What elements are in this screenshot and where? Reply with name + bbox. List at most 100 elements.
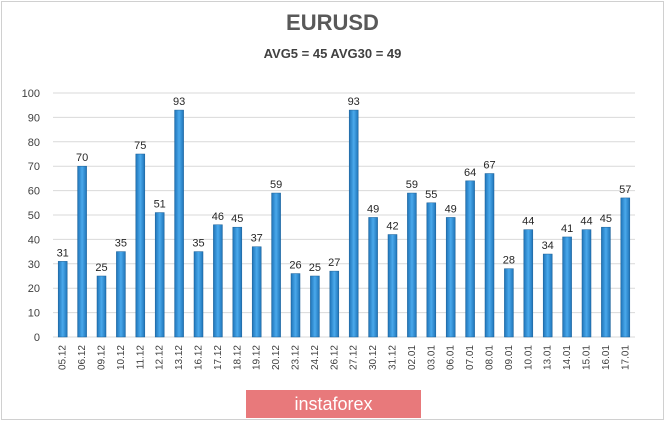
y-tick-label: 60 xyxy=(28,186,40,198)
bar xyxy=(135,153,146,338)
y-tick-label: 70 xyxy=(28,161,40,173)
bar xyxy=(484,173,495,338)
y-tick-label: 80 xyxy=(28,137,40,149)
data-label: 34 xyxy=(542,240,554,252)
x-tick-label: 10.01 xyxy=(523,345,534,370)
bar xyxy=(407,192,417,338)
x-tick-label: 20.12 xyxy=(271,345,282,370)
data-label: 45 xyxy=(600,213,612,225)
data-label: 25 xyxy=(95,262,107,274)
data-label: 67 xyxy=(483,160,495,172)
x-tick-label: 30.12 xyxy=(368,345,379,370)
x-tick-label: 07.01 xyxy=(465,345,476,370)
x-tick-label: 23.12 xyxy=(291,345,302,370)
data-labels: 31 70 25 35 75 51 93 35 46 45 37 59 26 25 27 93 49 42 59 55… xyxy=(57,96,632,274)
x-tick-label: 13.12 xyxy=(174,345,185,370)
bar xyxy=(426,202,437,338)
instaforex-watermark: instaforex xyxy=(246,390,421,418)
data-label: 75 xyxy=(134,140,146,152)
x-tick-label: 15.01 xyxy=(582,345,593,370)
x-tick-label: 09.12 xyxy=(97,345,108,370)
x-tick-label: 17.12 xyxy=(213,345,224,370)
data-label: 27 xyxy=(328,257,340,269)
y-axis-ticks: 0 10 20 30 40 50 60 70 80 90 100 xyxy=(22,88,40,344)
x-tick-label: 05.12 xyxy=(58,345,69,370)
data-label: 26 xyxy=(289,260,301,272)
bars xyxy=(57,109,631,338)
bar xyxy=(310,275,320,338)
x-tick-label: 16.12 xyxy=(194,345,205,370)
x-tick-label: 06.01 xyxy=(446,345,457,370)
data-label: 51 xyxy=(154,199,166,211)
y-tick-label: 100 xyxy=(22,88,40,100)
data-label: 35 xyxy=(192,238,204,250)
bar xyxy=(581,229,592,338)
bar xyxy=(368,217,378,338)
data-label: 41 xyxy=(561,223,573,235)
x-tick-label: 08.01 xyxy=(485,345,496,370)
x-tick-label: 13.01 xyxy=(543,345,554,370)
bar xyxy=(504,268,514,338)
bar xyxy=(329,270,340,338)
data-label: 31 xyxy=(57,247,69,259)
x-tick-label: 16.01 xyxy=(601,345,612,370)
bar xyxy=(387,234,398,338)
bar xyxy=(154,212,165,338)
x-tick-label: 14.01 xyxy=(562,345,573,370)
x-tick-label: 11.12 xyxy=(135,345,146,370)
bar xyxy=(562,236,572,338)
bar xyxy=(601,226,611,338)
bar xyxy=(348,109,359,338)
x-tick-label: 26.12 xyxy=(329,345,340,370)
x-tick-label: 19.12 xyxy=(252,345,263,370)
x-axis-ticks: 05.12 06.12 09.12 10.12 11.12 12.12 13.12 16.12… xyxy=(58,345,632,370)
y-tick-label: 90 xyxy=(28,112,40,124)
y-tick-label: 30 xyxy=(28,259,40,271)
chart-subtitle: AVG5 = 45 AVG30 = 49 xyxy=(263,46,402,61)
bar xyxy=(57,261,68,338)
x-tick-label: 31.12 xyxy=(388,345,399,370)
data-label: 93 xyxy=(173,96,185,108)
x-tick-label: 10.12 xyxy=(116,345,127,370)
bar xyxy=(620,197,631,338)
x-tick-label: 17.01 xyxy=(620,345,631,370)
bar xyxy=(174,109,184,338)
data-label: 57 xyxy=(619,184,631,196)
data-label: 55 xyxy=(425,189,437,201)
gridlines xyxy=(53,92,635,338)
y-tick-label: 10 xyxy=(28,308,40,320)
data-label: 49 xyxy=(445,203,457,215)
data-label: 64 xyxy=(464,167,476,179)
y-tick-label: 40 xyxy=(28,234,40,246)
data-label: 28 xyxy=(503,255,515,267)
data-label: 45 xyxy=(231,213,243,225)
data-label: 70 xyxy=(76,152,88,164)
bar xyxy=(465,180,475,338)
bar xyxy=(193,251,204,338)
x-tick-label: 24.12 xyxy=(310,345,321,370)
x-tick-label: 12.12 xyxy=(155,345,166,370)
x-tick-label: 03.01 xyxy=(426,345,437,370)
data-label: 42 xyxy=(386,221,398,233)
bar xyxy=(232,226,243,338)
data-label: 46 xyxy=(212,211,224,223)
bar xyxy=(251,246,262,338)
data-label: 59 xyxy=(406,179,418,191)
data-label: 44 xyxy=(522,216,534,228)
x-tick-label: 27.12 xyxy=(349,345,360,370)
bar xyxy=(271,192,281,338)
bar xyxy=(213,224,223,338)
bar xyxy=(96,275,107,338)
data-label: 49 xyxy=(367,203,379,215)
data-label: 44 xyxy=(580,216,592,228)
data-label: 25 xyxy=(309,262,321,274)
data-label: 35 xyxy=(115,238,127,250)
x-tick-label: 18.12 xyxy=(232,345,243,370)
data-label: 37 xyxy=(251,233,263,245)
chart-title: EURUSD xyxy=(286,10,379,35)
bar xyxy=(77,165,87,338)
data-label: 93 xyxy=(348,96,360,108)
bar xyxy=(523,229,534,338)
